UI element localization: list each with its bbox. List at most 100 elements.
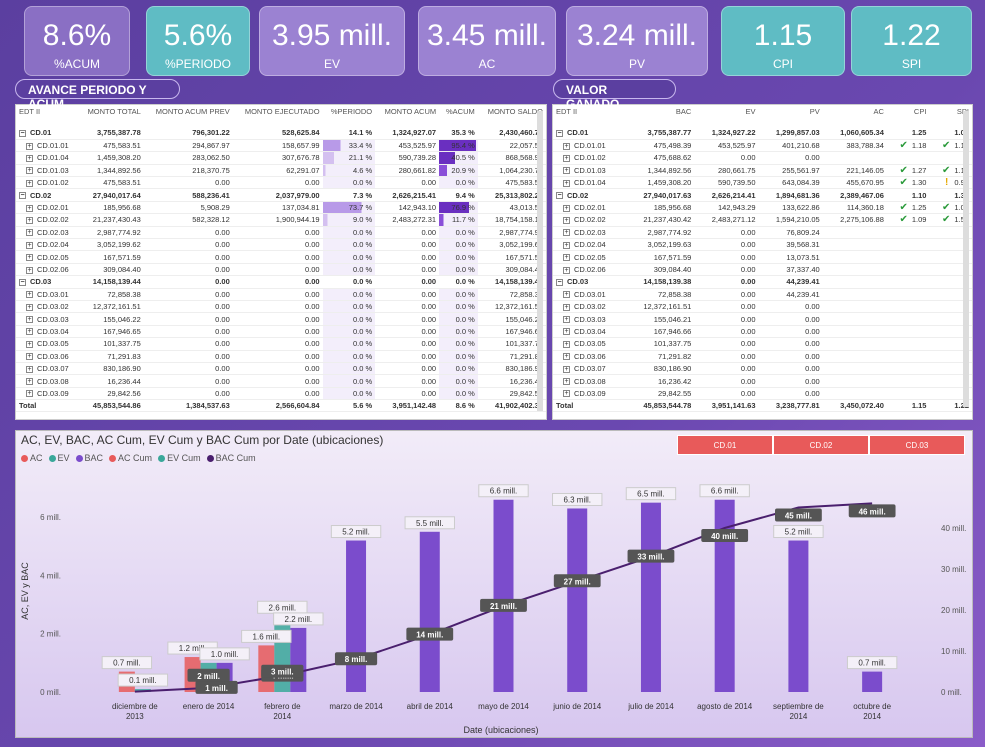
expand-icon[interactable]: + <box>26 365 33 373</box>
table-row[interactable]: + CD.03.09 29,842.56 0.00 0.00 0.0 % 0.00 0.0 %… <box>16 387 546 401</box>
expand-icon[interactable]: − <box>19 192 26 200</box>
expand-icon[interactable]: + <box>563 303 570 311</box>
expand-icon[interactable]: − <box>19 278 26 286</box>
table-row[interactable]: + CD.03.01 72,858.38 0.00 0.00 0.0 % 0.00 0.0 %… <box>16 288 546 301</box>
expand-icon[interactable]: + <box>26 328 33 336</box>
expand-icon[interactable]: + <box>26 142 33 150</box>
expand-icon[interactable]: + <box>563 365 570 373</box>
expand-icon[interactable]: + <box>26 179 33 187</box>
table-row[interactable]: + CD.01.01 475,498.39 453,525.97 401,210.68 3… <box>553 139 972 153</box>
expand-icon[interactable]: + <box>563 316 570 324</box>
column-header[interactable]: BAC <box>675 107 692 116</box>
legend-item[interactable]: EV Cum <box>158 453 201 463</box>
table-row[interactable]: − CD.03 14,158,139.38 0.00 44,239.41 <box>553 275 972 289</box>
expand-icon[interactable]: − <box>556 278 563 286</box>
column-header[interactable]: MONTO ACUM <box>384 107 437 116</box>
table-row[interactable]: + CD.02.03 2,987,774.92 0.00 0.00 0.0 % 0.00 0.… <box>16 226 546 240</box>
table-row[interactable]: + CD.01.02 475,688.62 0.00 0.00 <box>553 151 972 165</box>
table-row[interactable]: − CD.02 27,940,017.63 2,626,214.41 1,894,681… <box>553 188 972 202</box>
table-row[interactable]: + CD.01.04 1,459,308.20 283,062.50 307,676.7… <box>16 151 546 165</box>
table-row[interactable]: + CD.03.04 167,946.66 0.00 0.00 <box>553 325 972 339</box>
column-header[interactable]: AC <box>873 107 884 116</box>
expand-icon[interactable]: + <box>26 291 33 299</box>
table-row[interactable]: + CD.01.03 1,344,892.56 218,370.75 62,291.07… <box>16 164 546 178</box>
legend-item[interactable]: BAC <box>75 453 103 463</box>
expand-icon[interactable]: + <box>26 353 33 361</box>
scrollbar[interactable] <box>537 111 543 411</box>
column-header[interactable]: CPI <box>913 107 927 116</box>
expand-icon[interactable]: + <box>26 254 33 262</box>
table-row[interactable]: + CD.02.04 3,052,199.62 0.00 0.00 0.0 % 0.00 0.… <box>16 238 546 252</box>
column-header[interactable]: PV <box>809 107 820 116</box>
table-row[interactable]: + CD.02.02 21,237,430.42 2,483,271.12 1,594,… <box>553 213 972 227</box>
column-header[interactable]: MONTO EJECUTADO <box>244 107 320 116</box>
expand-icon[interactable]: + <box>563 378 570 386</box>
table-row[interactable]: + CD.02.05 167,571.59 0.00 0.00 0.0 % 0.00 0.0 … <box>16 250 546 264</box>
expand-icon[interactable]: + <box>563 254 570 262</box>
table-row[interactable]: + CD.03.05 101,337.75 0.00 0.00 <box>553 337 972 351</box>
column-header[interactable]: EV <box>745 107 756 116</box>
expand-icon[interactable]: + <box>563 390 570 398</box>
table-row[interactable]: + CD.03.03 155,046.22 0.00 0.00 0.0 % 0.00 0.0 … <box>16 312 546 326</box>
column-header[interactable]: EDT II <box>19 107 41 116</box>
table-row[interactable]: + CD.02.03 2,987,774.92 0.00 76,809.24 <box>553 226 972 240</box>
legend-item[interactable]: BAC Cum <box>206 453 256 463</box>
table-row[interactable]: + CD.02.01 185,956.68 142,943.29 133,622.86 1… <box>553 201 972 215</box>
expand-icon[interactable]: + <box>26 241 33 249</box>
column-header[interactable]: MONTO SALDO <box>487 107 543 116</box>
expand-icon[interactable]: + <box>26 154 33 162</box>
column-header[interactable]: MONTO TOTAL <box>87 107 141 116</box>
table-row[interactable]: + CD.03.03 155,046.21 0.00 0.00 <box>553 312 972 326</box>
table-row[interactable]: + CD.03.07 830,186.90 0.00 0.00 <box>553 362 972 376</box>
table-row[interactable]: + CD.03.06 71,291.82 0.00 0.00 <box>553 350 972 363</box>
table-row[interactable]: + CD.02.06 309,084.40 0.00 0.00 0.0 % 0.00 0.0 … <box>16 263 546 277</box>
table-row[interactable]: + CD.03.05 101,337.75 0.00 0.00 0.0 % 0.00 0.0 … <box>16 337 546 351</box>
expand-icon[interactable]: − <box>19 129 26 137</box>
table-row[interactable]: + CD.03.01 72,858.38 0.00 44,239.41 <box>553 288 972 301</box>
table-row[interactable]: − CD.01 3,755,387.77 1,324,927.22 1,299,857.… <box>553 127 972 140</box>
legend-item[interactable]: EV <box>48 453 70 463</box>
expand-icon[interactable]: + <box>563 167 570 175</box>
expand-icon[interactable]: + <box>26 303 33 311</box>
table-row[interactable]: + CD.03.06 71,291.83 0.00 0.00 0.0 % 0.00 0.0 %… <box>16 350 546 363</box>
table-row[interactable]: + CD.02.01 185,956.68 5,908.29 137,034.81 73.… <box>16 201 546 215</box>
expand-icon[interactable]: + <box>563 241 570 249</box>
expand-icon[interactable]: + <box>563 154 570 162</box>
expand-icon[interactable]: + <box>563 328 570 336</box>
table-row[interactable]: + CD.03.02 12,372,161.51 0.00 0.00 0.0 % 0.00 0… <box>16 300 546 314</box>
expand-icon[interactable]: + <box>26 216 33 224</box>
expand-icon[interactable]: + <box>26 229 33 237</box>
expand-icon[interactable]: + <box>563 179 570 187</box>
table-row[interactable]: + CD.02.05 167,571.59 0.00 13,073.51 <box>553 250 972 264</box>
column-header[interactable]: SPI <box>929 105 972 127</box>
expand-icon[interactable]: + <box>26 316 33 324</box>
column-header[interactable]: %PERIODO <box>330 107 373 116</box>
column-header[interactable]: EDT II <box>556 107 578 116</box>
expand-icon[interactable]: + <box>563 266 570 274</box>
scrollbar[interactable] <box>963 111 969 407</box>
expand-icon[interactable]: + <box>563 142 570 150</box>
table-row[interactable]: − CD.02 27,940,017.64 588,236.41 2,037,979.0… <box>16 188 546 202</box>
expand-icon[interactable]: + <box>563 216 570 224</box>
table-row[interactable]: + CD.01.01 475,583.51 294,867.97 158,657.99 3… <box>16 139 546 153</box>
table-row[interactable]: + CD.01.03 1,344,892.56 280,661.75 255,561.9… <box>553 164 972 178</box>
table-row[interactable]: + CD.02.02 21,237,430.43 582,328.12 1,900,94… <box>16 213 546 227</box>
expand-icon[interactable]: − <box>556 129 563 137</box>
expand-icon[interactable]: + <box>563 340 570 348</box>
expand-icon[interactable]: + <box>563 353 570 361</box>
table-row[interactable]: + CD.01.04 1,459,308.20 590,739.50 643,084.3… <box>553 176 972 190</box>
expand-icon[interactable]: + <box>563 204 570 212</box>
table-row[interactable]: + CD.03.02 12,372,161.51 0.00 0.00 <box>553 300 972 314</box>
table-row[interactable]: − CD.03 14,158,139.44 0.00 0.00 0.0 % 0.00 0.0 … <box>16 275 546 289</box>
table-row[interactable]: + CD.03.09 29,842.55 0.00 0.00 <box>553 387 972 401</box>
slicer-cd-02[interactable]: CD.02 <box>773 435 869 455</box>
expand-icon[interactable]: + <box>26 390 33 398</box>
table-row[interactable]: + CD.01.02 475,583.51 0.00 0.00 0.0 % 0.00 0.0 … <box>16 176 546 190</box>
expand-icon[interactable]: + <box>26 340 33 348</box>
table-row[interactable]: − CD.01 3,755,387.78 796,301.22 528,625.84 14… <box>16 127 546 140</box>
table-row[interactable]: + CD.03.08 16,236.42 0.00 0.00 <box>553 374 972 388</box>
table-row[interactable]: + CD.03.07 830,186.90 0.00 0.00 0.0 % 0.00 0.0 … <box>16 362 546 376</box>
expand-icon[interactable]: + <box>563 229 570 237</box>
expand-icon[interactable]: + <box>26 378 33 386</box>
legend-item[interactable]: AC <box>21 453 43 463</box>
